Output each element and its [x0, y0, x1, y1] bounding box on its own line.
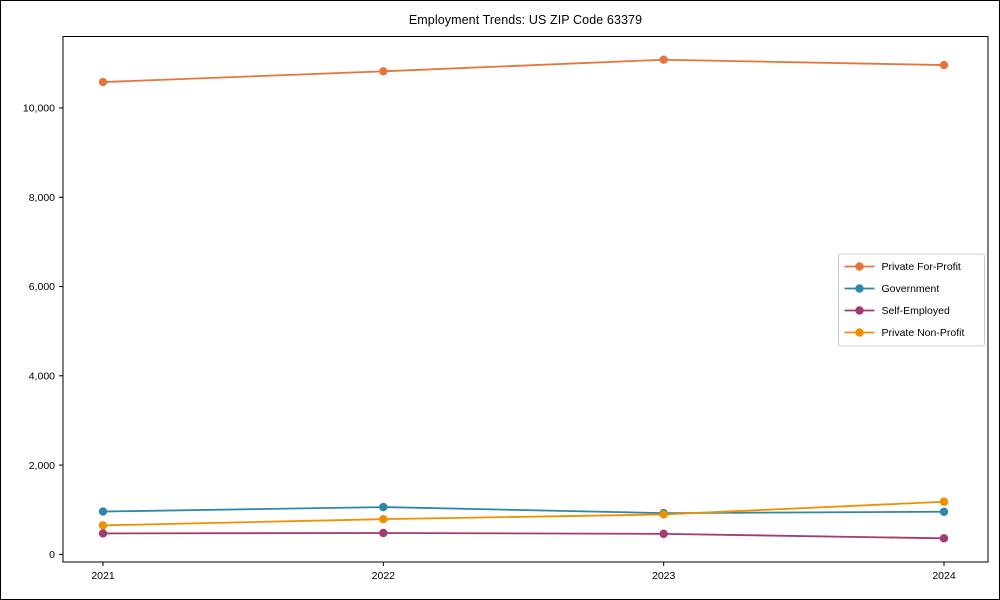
data-point-private-non-profit-2024	[939, 497, 949, 506]
y-tick-label: 0	[49, 549, 55, 561]
series-line-government	[102, 506, 945, 515]
data-point-private-for-profit-2024	[939, 60, 949, 70]
legend-item-government: Government	[844, 283, 940, 295]
x-tick-label: 2021	[91, 570, 115, 582]
legend-marker	[855, 262, 864, 271]
series-line-self-employed	[102, 532, 945, 540]
series-line-private-for-profit	[102, 58, 945, 83]
legend-marker	[855, 306, 864, 315]
data-point-self-employed-2023	[659, 529, 668, 539]
legend-marker	[855, 328, 864, 337]
data-point-self-employed-2022	[379, 528, 388, 538]
data-point-self-employed-2024	[939, 534, 949, 543]
y-tick-label: 10,000	[23, 103, 55, 115]
legend-marker	[855, 284, 864, 293]
data-point-private-for-profit-2022	[379, 67, 388, 76]
x-tick-label: 2024	[932, 570, 956, 582]
y-tick-label: 2,000	[29, 460, 55, 472]
chart-title: Employment Trends: US ZIP Code 63379	[408, 13, 643, 27]
data-point-government-2021	[98, 507, 108, 516]
data-point-private-non-profit-2022	[379, 514, 388, 524]
legend-label: Self-Employed	[882, 305, 950, 317]
legend-label: Government	[882, 283, 940, 295]
legend-item-private-for-profit: Private For-Profit	[844, 261, 961, 273]
data-point-government-2024	[939, 507, 949, 516]
legend-box	[838, 253, 985, 347]
y-tick-label: 6,000	[29, 281, 55, 293]
plot-area	[62, 36, 989, 563]
data-point-government-2022	[379, 502, 388, 512]
data-point-private-for-profit-2023	[659, 55, 668, 64]
legend: Private For-Profit Government Self-Employe…	[838, 253, 985, 347]
x-tick-label: 2023	[652, 570, 676, 582]
legend-item-self-employed: Self-Employed	[844, 305, 950, 317]
y-tick-label: 4,000	[29, 371, 55, 383]
legend-label: Private Non-Profit	[882, 327, 965, 339]
y-tick-label: 8,000	[29, 192, 55, 204]
data-point-private-non-profit-2021	[98, 521, 108, 530]
data-point-private-non-profit-2023	[659, 510, 668, 519]
legend-item-private-non-profit: Private Non-Profit	[844, 327, 965, 339]
series-line-private-non-profit	[102, 500, 945, 527]
x-tick-label: 2022	[372, 570, 396, 582]
data-point-self-employed-2021	[98, 529, 108, 538]
legend-label: Private For-Profit	[882, 261, 961, 273]
data-point-private-for-profit-2021	[98, 77, 108, 87]
